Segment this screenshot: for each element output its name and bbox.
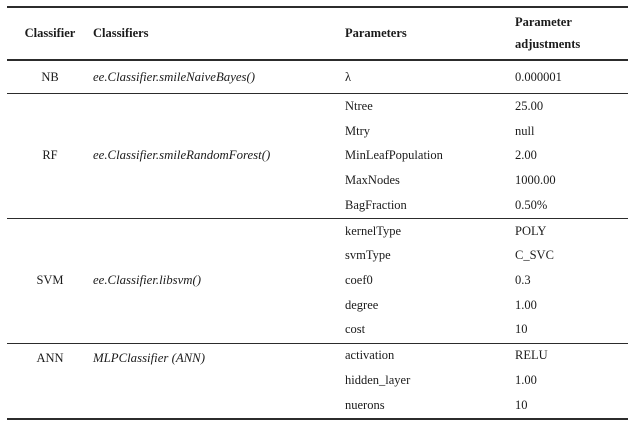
param-value: null bbox=[515, 123, 535, 138]
param-name: degree bbox=[345, 297, 379, 312]
param-value: 2.00 bbox=[515, 148, 537, 163]
param-name: BagFraction bbox=[345, 197, 407, 212]
classifier-abbr: NB bbox=[41, 69, 59, 84]
param-row: kernelType POLY bbox=[345, 219, 628, 244]
param-value: 25.00 bbox=[515, 98, 544, 113]
param-value: 0.3 bbox=[515, 273, 531, 287]
classifier-group-rf: RF ee.Classifier.smileRandomForest() Ntr… bbox=[7, 94, 628, 219]
param-row: MaxNodes 1000.00 bbox=[345, 168, 628, 193]
param-value: 1.00 bbox=[515, 373, 537, 388]
table-header-row: Classifier Classifiers Parameters Parame… bbox=[7, 6, 628, 61]
param-value: 1000.00 bbox=[515, 172, 556, 187]
param-name: MaxNodes bbox=[345, 172, 400, 187]
header-classifiers: Classifiers bbox=[93, 25, 149, 40]
param-row: cost 10 bbox=[345, 318, 628, 343]
classifier-function: ee.Classifier.libsvm() bbox=[93, 273, 202, 287]
param-row: coef0 0.3 bbox=[345, 268, 628, 293]
param-row: svmType C_SVC bbox=[345, 243, 628, 268]
param-name: Mtry bbox=[345, 123, 370, 138]
classifier-group-svm: SVM ee.Classifier.libsvm() kernelType PO… bbox=[7, 219, 628, 344]
param-name: λ bbox=[345, 69, 352, 84]
param-value: POLY bbox=[515, 223, 547, 238]
classifier-parameters-table: Classifier Classifiers Parameters Parame… bbox=[7, 6, 628, 420]
header-classifier: Classifier bbox=[24, 25, 76, 40]
param-row: nuerons 10 bbox=[345, 393, 628, 418]
param-name: kernelType bbox=[345, 223, 402, 238]
classifier-function: ee.Classifier.smileRandomForest() bbox=[93, 148, 271, 163]
params-list: activation RELU hidden_layer 1.00 nueron… bbox=[345, 344, 628, 418]
param-row: degree 1.00 bbox=[345, 293, 628, 318]
param-name: nuerons bbox=[345, 397, 385, 412]
param-value: C_SVC bbox=[515, 248, 554, 263]
classifier-function: ee.Classifier.smileNaiveBayes() bbox=[93, 69, 256, 84]
param-name: Ntree bbox=[345, 98, 373, 113]
param-row: Mtry null bbox=[345, 119, 628, 144]
param-value: RELU bbox=[515, 348, 548, 363]
param-name: svmType bbox=[345, 248, 391, 263]
classifier-function: MLPClassifier (ANN) bbox=[93, 350, 205, 365]
param-row: hidden_layer 1.00 bbox=[345, 368, 628, 393]
param-value: 0.50% bbox=[515, 197, 548, 212]
params-list: kernelType POLY svmType C_SVC coef0 0.3 … bbox=[345, 219, 628, 343]
header-parameter-adjustments: Parameter adjustments bbox=[515, 14, 581, 51]
param-row: BagFraction 0.50% bbox=[345, 193, 628, 218]
classifier-abbr: ANN bbox=[36, 350, 64, 365]
param-name: MinLeafPopulation bbox=[345, 148, 443, 163]
classifier-abbr: RF bbox=[42, 148, 58, 163]
param-value: 10 bbox=[515, 397, 528, 412]
params-list: λ 0.000001 bbox=[345, 61, 628, 93]
param-value: 1.00 bbox=[515, 297, 537, 312]
params-list: Ntree 25.00 Mtry null MinLeafPopulation … bbox=[345, 94, 628, 218]
param-row: λ 0.000001 bbox=[345, 65, 628, 90]
param-row: Ntree 25.00 bbox=[345, 94, 628, 119]
param-value: 10 bbox=[515, 322, 528, 337]
param-name: cost bbox=[345, 322, 366, 337]
param-name: hidden_layer bbox=[345, 373, 411, 388]
classifier-group-ann: ANN MLPClassifier (ANN) activation RELU … bbox=[7, 344, 628, 420]
param-row: MinLeafPopulation 2.00 bbox=[345, 143, 628, 168]
classifier-group-nb: NB ee.Classifier.smileNaiveBayes() λ 0.0… bbox=[7, 61, 628, 94]
param-name: activation bbox=[345, 348, 395, 363]
param-row: activation RELU bbox=[345, 344, 628, 369]
param-name: coef0 bbox=[345, 273, 373, 287]
header-parameters: Parameters bbox=[345, 25, 407, 40]
classifier-abbr: SVM bbox=[36, 273, 64, 287]
param-value: 0.000001 bbox=[515, 69, 562, 84]
